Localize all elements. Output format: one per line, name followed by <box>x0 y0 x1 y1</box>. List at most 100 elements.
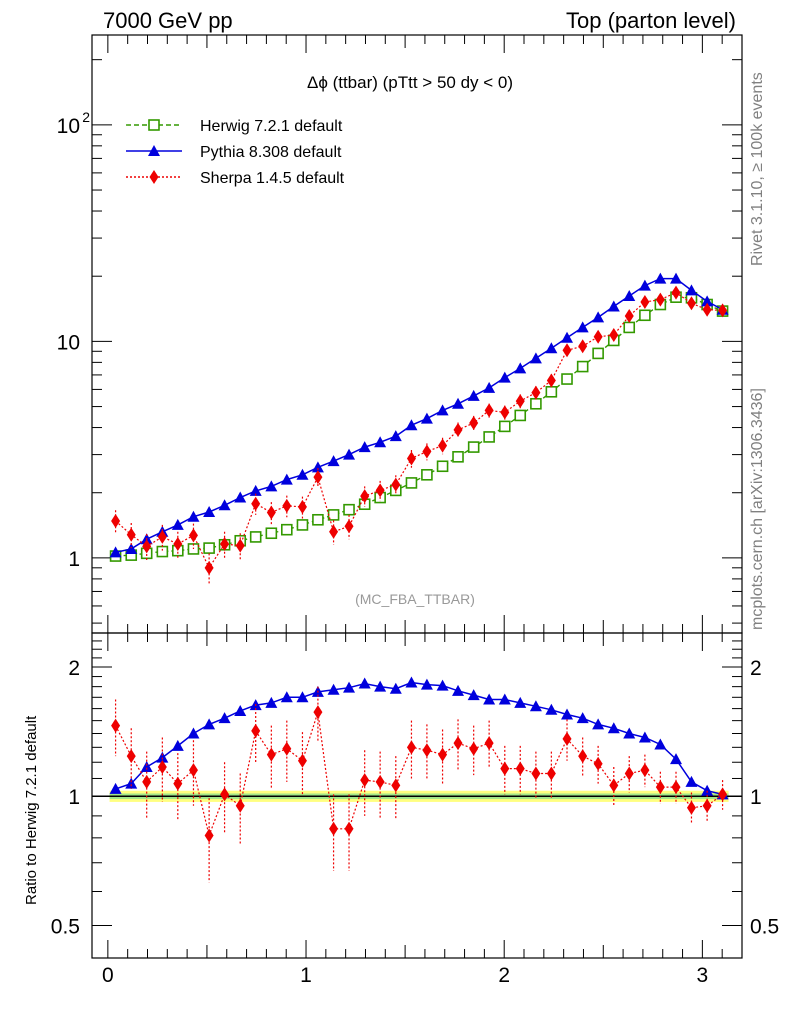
ratio-sherpa-point <box>469 741 479 756</box>
main-y-tick-label: 10 <box>57 115 80 138</box>
ratio-reference-band <box>92 790 742 802</box>
ratio-y-tick-label-left: 2 <box>68 657 80 680</box>
pythia-point <box>327 455 340 467</box>
ratio-y-tick-label-right: 2 <box>750 657 762 680</box>
pythia-point <box>389 430 402 442</box>
herwig-point <box>343 503 355 516</box>
ratio-sherpa-point <box>282 741 292 756</box>
herwig-point <box>249 531 262 543</box>
herwig-point <box>156 545 169 558</box>
sherpa-point <box>235 538 245 553</box>
pythia-point <box>685 284 698 296</box>
ratio-series-layer <box>109 676 729 883</box>
ratio-sherpa-point <box>297 753 307 768</box>
sherpa-point <box>329 524 339 539</box>
ratio-pythia-point <box>592 718 605 730</box>
pythia-point <box>529 352 542 364</box>
ratio-pythia-point <box>529 700 542 712</box>
ratio-sherpa-point <box>344 821 354 836</box>
ratio-x-tick-label: 2 <box>498 964 510 987</box>
header-right: Top (parton level) <box>566 8 736 33</box>
ratio-sherpa-point <box>391 778 401 793</box>
ratio-pythia-point <box>685 775 698 787</box>
ratio-pythia-point <box>218 712 231 724</box>
sherpa-point <box>344 519 354 534</box>
ratio-axis-ticks: 0.5 0.5 1 1 2 2 0 1 2 3 <box>51 633 779 987</box>
ratio-pythia-point <box>561 708 574 720</box>
herwig-point <box>576 360 589 373</box>
pythia-point <box>638 279 651 291</box>
ratio-pythia-point <box>576 712 589 724</box>
ratio-x-tick-label: 0 <box>102 964 114 987</box>
ratio-pythia-point <box>203 718 216 730</box>
ratio-sherpa-point <box>562 731 572 746</box>
ratio-sherpa-point <box>111 718 121 733</box>
herwig-line <box>115 296 723 557</box>
legend-pythia-marker <box>148 145 160 156</box>
ratio-pythia-point <box>234 704 247 716</box>
herwig-point <box>452 451 464 463</box>
herwig-point <box>281 523 293 536</box>
herwig-point <box>405 477 418 489</box>
pythia-point <box>249 484 262 496</box>
mcplots-label: mcplots.cern.ch [arXiv:1306.3436] <box>749 388 766 630</box>
ratio-sherpa-point <box>655 780 665 795</box>
herwig-point <box>592 347 604 360</box>
pythia-point <box>483 381 496 393</box>
ratio-pythia-point <box>125 777 138 789</box>
pythia-point <box>125 542 138 554</box>
sherpa-point <box>686 296 696 311</box>
sherpa-point <box>126 527 136 542</box>
pythia-point <box>623 290 636 302</box>
ratio-y-tick-label-left: 1 <box>68 786 80 809</box>
ratio-sherpa-point <box>718 787 728 802</box>
sherpa-point <box>593 329 603 344</box>
ratio-pythia-point <box>623 727 636 739</box>
ratio-pythia-point <box>701 784 714 796</box>
ratio-sherpa-point <box>251 723 261 738</box>
ratio-sherpa-point <box>188 763 198 778</box>
pythia-point <box>171 518 184 530</box>
sherpa-point <box>453 422 463 437</box>
main-series-layer <box>109 272 729 585</box>
ratio-sherpa-point <box>220 787 230 802</box>
ratio-sherpa-point <box>578 749 588 764</box>
pythia-point <box>607 300 620 312</box>
main-y-tick-label-exponent: 2 <box>82 109 90 125</box>
ratio-pythia-point <box>607 722 620 734</box>
herwig-point <box>467 441 480 453</box>
ratio-pythia-point <box>140 760 153 772</box>
herwig-point <box>265 527 278 540</box>
sherpa-point <box>438 438 448 453</box>
sherpa-point <box>609 328 619 343</box>
ratio-sherpa-point <box>422 743 432 758</box>
pythia-point <box>420 412 433 424</box>
analysis-tag: (MC_FBA_TTBAR) <box>355 591 475 607</box>
pythia-point <box>374 436 387 448</box>
herwig-point <box>203 542 215 554</box>
herwig-point <box>545 385 558 398</box>
pythia-point <box>670 272 683 284</box>
pythia-point <box>452 397 465 409</box>
pythia-point <box>436 404 449 416</box>
ratio-sherpa-point <box>329 821 339 836</box>
sherpa-point <box>111 514 121 529</box>
pythia-point <box>280 473 293 485</box>
ratio-pythia-point <box>483 693 496 705</box>
herwig-point <box>483 431 495 443</box>
ratio-pythia-point <box>420 678 433 690</box>
pythia-point <box>358 441 371 453</box>
ratio-x-tick-label: 1 <box>300 964 312 987</box>
herwig-point <box>498 420 511 433</box>
sherpa-point <box>406 451 416 466</box>
ratio-sherpa-point <box>546 766 556 781</box>
main-y-tick-label: 1 <box>68 548 80 571</box>
ratio-pythia-point <box>452 684 465 696</box>
ratio-sherpa-point <box>702 798 712 813</box>
herwig-point <box>436 460 449 473</box>
ratio-pythia-point <box>638 731 651 743</box>
pythia-point <box>311 461 324 473</box>
ratio-pythia-point <box>467 689 480 701</box>
pythia-point <box>265 480 278 492</box>
ratio-pythia-line <box>115 681 723 796</box>
